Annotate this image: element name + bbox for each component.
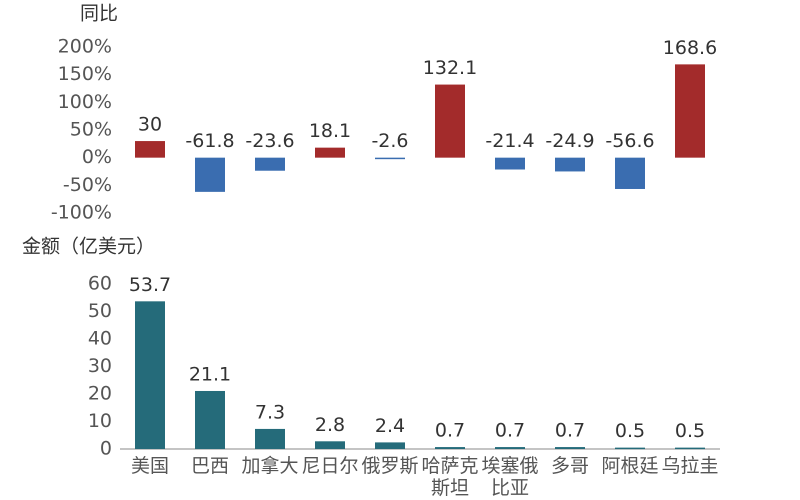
data-label: 2.8 <box>315 414 345 436</box>
y-tick-label: 50 <box>88 300 112 322</box>
x-tick-label: 巴西 <box>191 455 229 477</box>
bar <box>255 428 285 449</box>
data-label: 7.3 <box>255 401 285 423</box>
y-tick-label: -100% <box>51 202 112 224</box>
x-tick-label: 加拿大 <box>241 454 298 477</box>
x-tick-label: 尼日尔 <box>301 455 358 477</box>
data-label: 18.1 <box>309 120 351 142</box>
data-label: 168.6 <box>663 37 717 59</box>
x-tick-label: 埃塞俄比亚 <box>481 455 538 499</box>
bar <box>555 157 585 172</box>
data-label: 53.7 <box>129 274 171 296</box>
x-tick-label: 哈萨克斯坦 <box>421 455 478 499</box>
data-label: 0.5 <box>675 420 705 442</box>
y-tick-label: 10 <box>88 410 112 432</box>
y-tick-label: 150% <box>58 63 112 85</box>
y-axis-label: 金额（亿美元） <box>22 236 155 258</box>
bar <box>435 84 465 158</box>
bar <box>315 441 345 449</box>
bar <box>495 447 525 449</box>
bar <box>375 157 405 160</box>
data-label: 132.1 <box>423 57 477 79</box>
data-label: 30 <box>138 114 162 136</box>
y-tick-label: 30 <box>88 355 112 377</box>
y-tick-label: 0 <box>100 438 112 460</box>
y-tick-label: 200% <box>58 36 112 58</box>
bar <box>555 447 585 449</box>
data-label: 0.7 <box>435 420 465 442</box>
x-tick-label: 美国 <box>131 455 169 477</box>
bar <box>615 447 645 450</box>
data-label: 0.7 <box>555 420 585 442</box>
data-label: -24.9 <box>545 130 594 152</box>
data-label: 2.4 <box>375 415 405 437</box>
data-label: -23.6 <box>245 130 294 152</box>
y-axis-label: 同比 <box>80 3 118 25</box>
y-tick-label: 0% <box>82 146 112 168</box>
x-tick-label: 多哥 <box>551 455 589 477</box>
bar <box>195 390 225 449</box>
bar <box>255 157 285 171</box>
y-tick-label: 60 <box>88 273 112 295</box>
data-label: 0.5 <box>615 420 645 442</box>
bar <box>135 141 165 158</box>
bar <box>615 157 645 189</box>
x-tick-label: 阿根廷 <box>601 455 658 477</box>
bar <box>495 157 525 170</box>
bar <box>195 157 225 192</box>
data-label: 21.1 <box>189 363 231 385</box>
y-tick-label: -50% <box>63 174 112 196</box>
data-label: -2.6 <box>371 130 408 152</box>
y-tick-label: 20 <box>88 383 112 405</box>
bar <box>315 147 345 158</box>
bar <box>675 64 705 158</box>
bar <box>435 447 465 449</box>
y-tick-label: 40 <box>88 328 112 350</box>
x-tick-label: 乌拉圭 <box>661 455 718 477</box>
bar <box>675 447 705 450</box>
data-label: -56.6 <box>605 130 654 152</box>
data-label: -21.4 <box>485 130 534 152</box>
x-tick-label: 俄罗斯 <box>361 455 418 477</box>
data-label: -61.8 <box>185 130 234 152</box>
bar <box>375 442 405 449</box>
data-label: 0.7 <box>495 420 525 442</box>
bar <box>135 301 165 449</box>
y-tick-label: 50% <box>70 119 112 141</box>
y-tick-label: 100% <box>58 91 112 113</box>
